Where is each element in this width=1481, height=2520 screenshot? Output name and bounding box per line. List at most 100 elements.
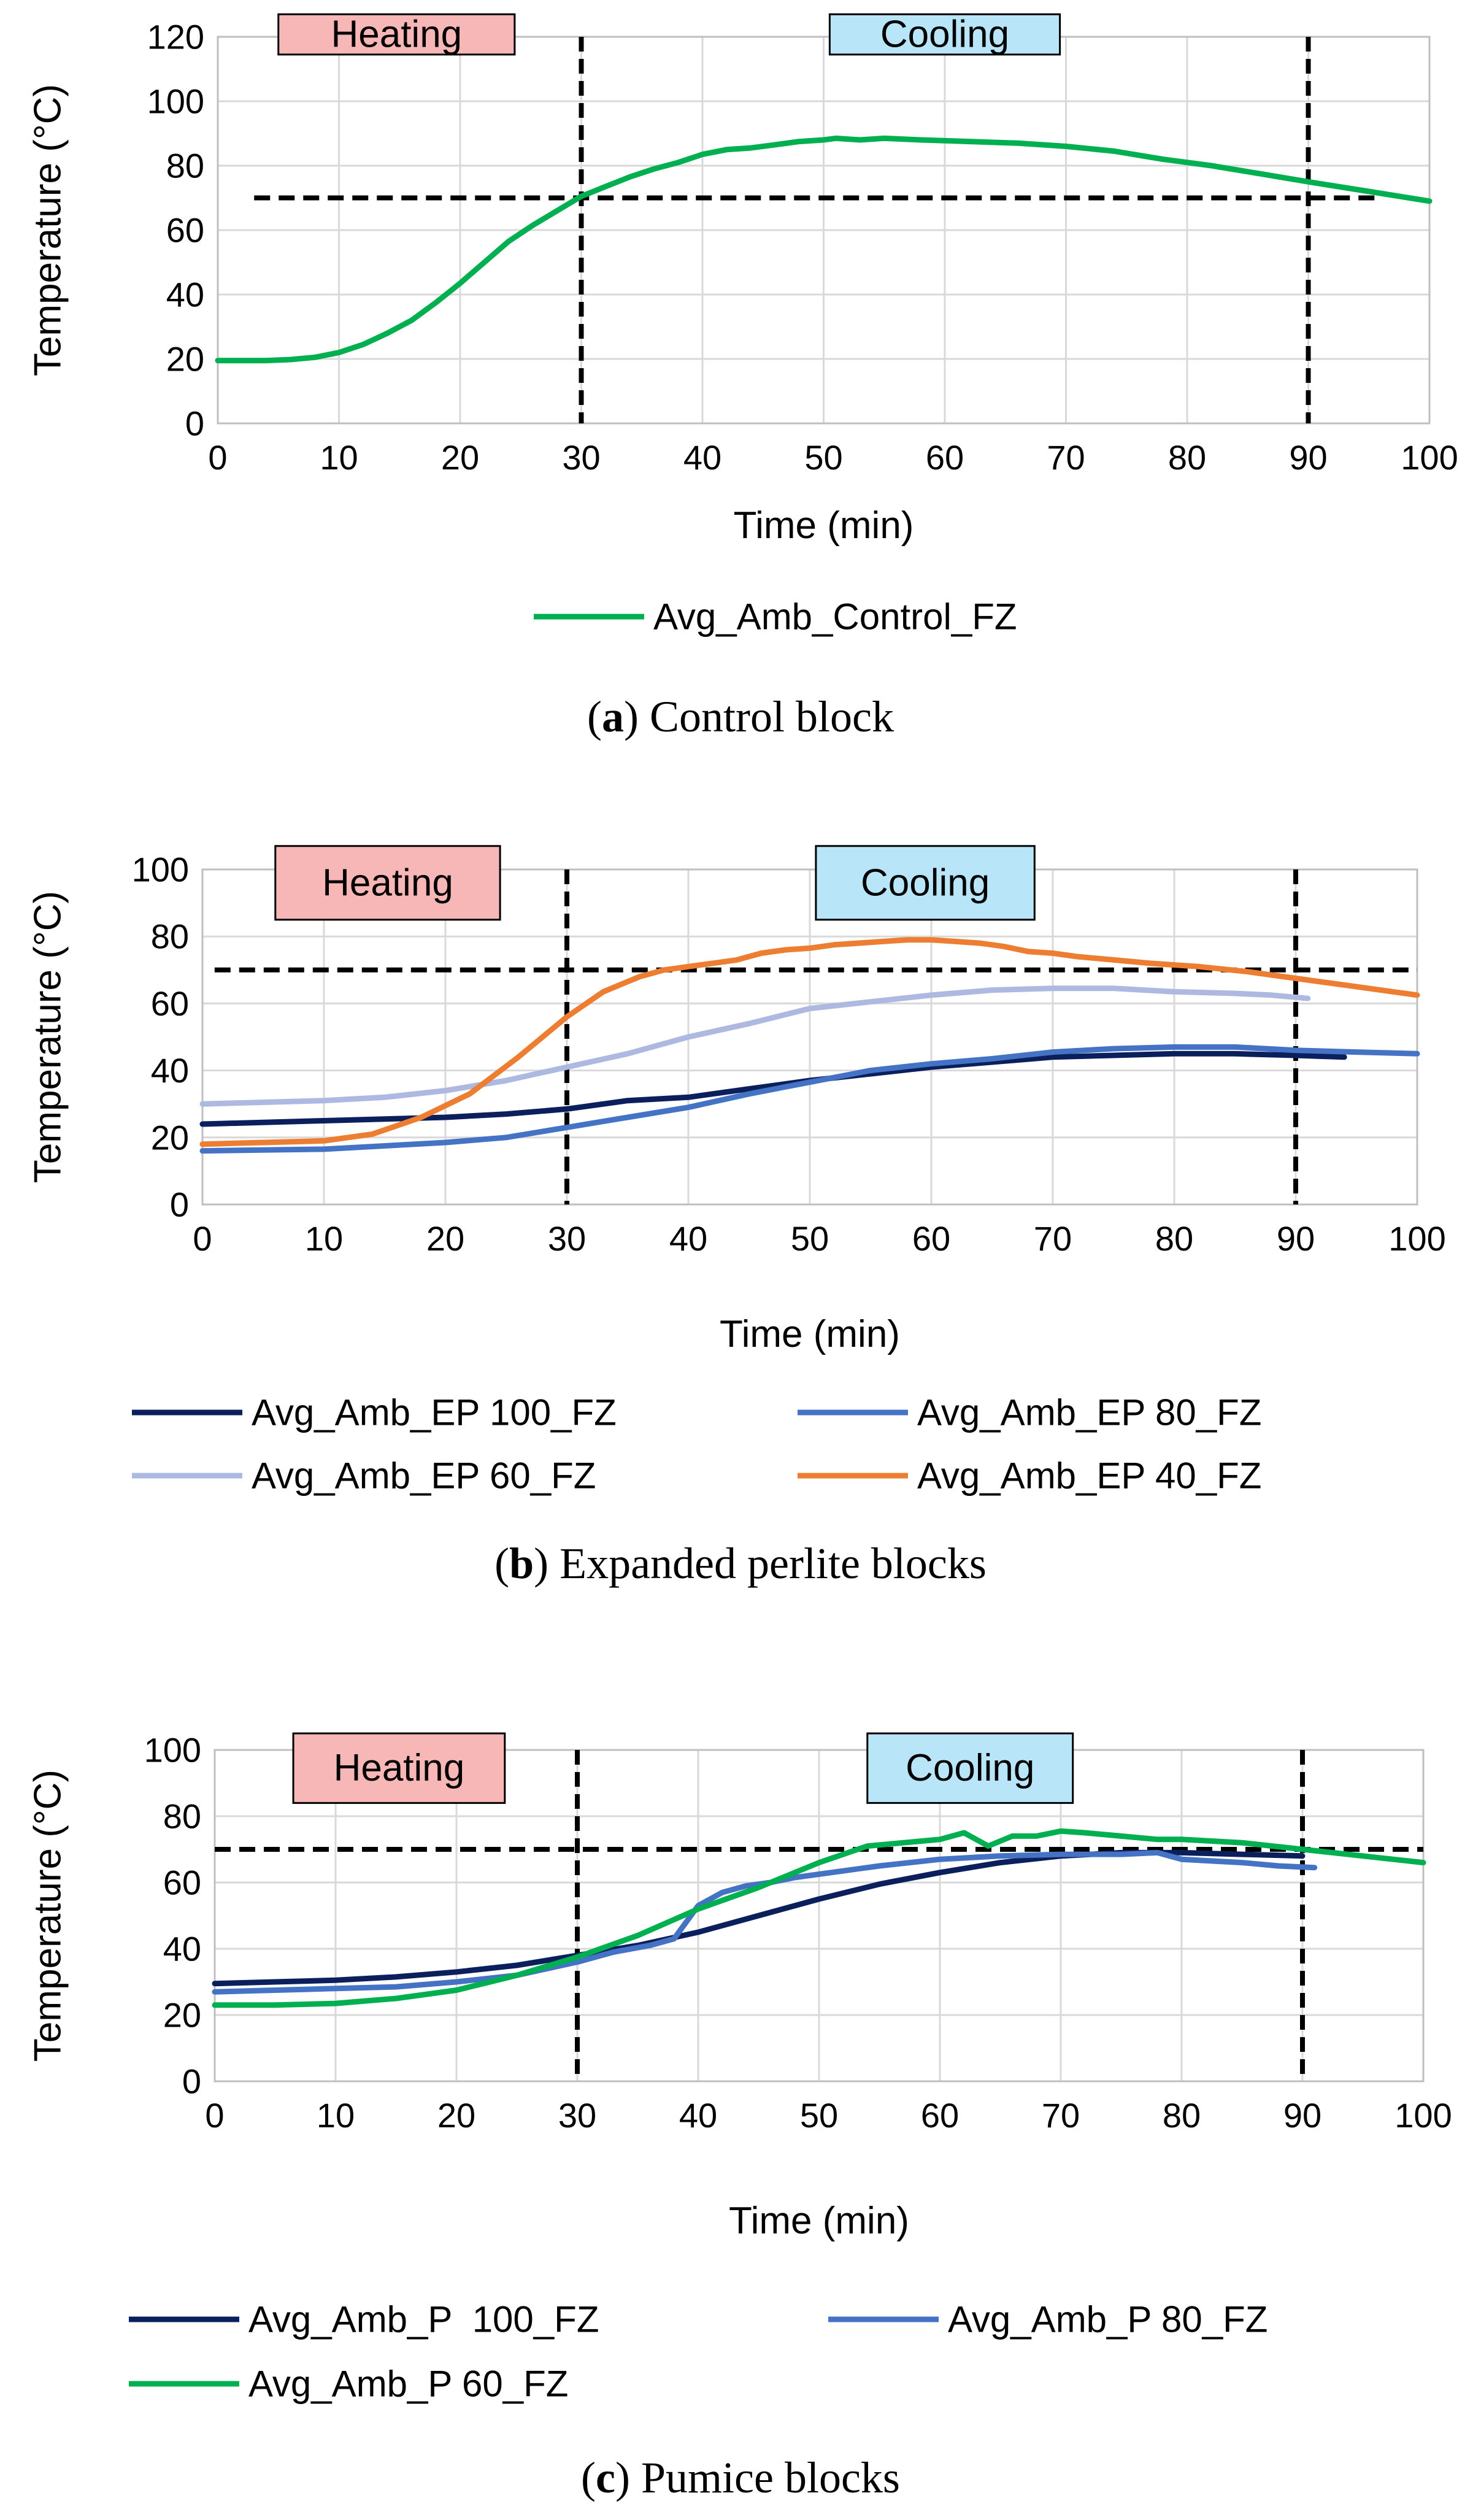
legend-label-b-0: Avg_Amb_EP 100_FZ: [252, 1392, 617, 1433]
legend-label-b-3: Avg_Amb_EP 40_FZ: [917, 1455, 1261, 1497]
x-tick-b-60: 60: [912, 1219, 950, 1258]
series-lines-b: [199, 937, 1420, 1154]
y-tick-b-0: 0: [170, 1185, 189, 1224]
legend-label-c-0: Avg_Amb_P 100_FZ: [248, 2299, 599, 2340]
caption-a-text: Control block: [639, 692, 894, 741]
y-tick-a-40: 40: [166, 276, 204, 314]
x-tick-b-100: 100: [1388, 1219, 1445, 1258]
x-tick-b-0: 0: [193, 1219, 212, 1258]
caption-b-open: (: [494, 1539, 509, 1588]
x-tick-b-90: 90: [1277, 1219, 1315, 1258]
heating-label-a: Heating: [331, 13, 462, 56]
panel-c: Heating Cooling 0 10 20 30 40 50 60 70 8…: [27, 1731, 1452, 2503]
x-axis-label-a: Time (min): [734, 504, 914, 547]
series-line-b-3: [199, 937, 1420, 1147]
x-tick-a-20: 20: [441, 438, 479, 477]
x-tick-a-50: 50: [804, 438, 842, 477]
phase-dividers-b: [564, 869, 1298, 1204]
x-tick-labels-b: 0 10 20 30 40 50 60 70 80 90 100: [193, 1219, 1445, 1258]
caption-b-close: ): [534, 1539, 548, 1588]
caption-c-text: Pumice blocks: [630, 2453, 900, 2502]
cooling-box-c: Cooling: [866, 1732, 1074, 1804]
x-tick-a-30: 30: [562, 438, 600, 477]
legend-item-b-2: Avg_Amb_EP 60_FZ: [132, 1455, 596, 1497]
y-tick-b-80: 80: [151, 917, 189, 956]
y-tick-b-40: 40: [151, 1051, 189, 1090]
plot-frame-c: [213, 1749, 1425, 2083]
x-tick-c-20: 20: [437, 2096, 475, 2135]
y-tick-a-100: 100: [147, 82, 204, 121]
y-tick-b-60: 60: [151, 984, 189, 1023]
caption-c: (c) Pumice blocks: [581, 2453, 900, 2502]
panel-b: Heating Cooling 0 10 20 30 40 50 60 70 8…: [27, 845, 1446, 1588]
caption-b-text: Expanded perlite blocks: [548, 1539, 987, 1588]
caption-a-open: (: [587, 692, 602, 741]
x-tick-c-90: 90: [1283, 2096, 1321, 2135]
cooling-box-a-rect: [828, 13, 1061, 56]
y-tick-labels-c: 0 20 40 60 80 100: [144, 1731, 201, 2101]
x-tick-c-0: 0: [205, 2096, 224, 2135]
x-tick-b-10: 10: [305, 1219, 343, 1258]
x-tick-c-50: 50: [800, 2096, 838, 2135]
legend-label-a-0: Avg_Amb_Control_FZ: [653, 596, 1017, 638]
series-lines-a: [215, 135, 1433, 364]
caption-c-letter: c: [596, 2453, 615, 2502]
x-tick-c-70: 70: [1042, 2096, 1080, 2135]
series-line-c-1: [212, 1849, 1318, 1995]
heating-box-a-rect: [277, 13, 516, 56]
plot-frame-b: [201, 868, 1418, 1206]
x-axis-label-b: Time (min): [720, 1313, 900, 1355]
x-tick-a-40: 40: [683, 438, 721, 477]
y-tick-c-80: 80: [163, 1797, 201, 1836]
legend-c: Avg_Amb_P 100_FZ Avg_Amb_P 80_FZ Avg_Amb…: [129, 2299, 1268, 2405]
heating-box-b: Heating: [274, 845, 501, 921]
x-tick-c-40: 40: [679, 2096, 717, 2135]
x-tick-c-30: 30: [558, 2096, 596, 2135]
y-axis-label-a: Temperature (°C): [27, 84, 69, 376]
phase-dividers-a: [579, 37, 1311, 423]
legend-item-c-2: Avg_Amb_P 60_FZ: [129, 2364, 568, 2405]
legend-label-c-1: Avg_Amb_P 80_FZ: [948, 2299, 1268, 2340]
legend-label-c-2: Avg_Amb_P 60_FZ: [248, 2364, 568, 2405]
x-tick-b-40: 40: [669, 1219, 707, 1258]
heating-box-a: Heating: [277, 13, 516, 56]
series-line-a-0: [215, 135, 1433, 364]
legend-item-b-1: Avg_Amb_EP 80_FZ: [798, 1392, 1261, 1433]
legend-item-b-0: Avg_Amb_EP 100_FZ: [132, 1392, 617, 1433]
x-tick-b-50: 50: [791, 1219, 829, 1258]
y-axis-label-c: Temperature (°C): [27, 1770, 69, 2062]
caption-a-close: ): [624, 692, 639, 741]
cooling-box-a: Cooling: [828, 13, 1061, 56]
y-tick-c-40: 40: [163, 1930, 201, 1968]
plot-frame-a: [217, 36, 1431, 425]
y-tick-a-120: 120: [147, 18, 204, 56]
heating-label-c: Heating: [334, 1747, 465, 1789]
y-tick-b-100: 100: [132, 850, 189, 889]
y-axis-label-b: Temperature (°C): [27, 891, 69, 1183]
caption-c-open: (: [581, 2453, 596, 2502]
phase-dividers-c: [575, 1750, 1305, 2081]
cooling-box-b-rect: [815, 845, 1036, 921]
caption-c-close: ): [615, 2453, 630, 2502]
x-tick-c-60: 60: [921, 2096, 959, 2135]
heating-box-c: Heating: [292, 1732, 506, 1804]
x-tick-c-10: 10: [317, 2096, 355, 2135]
y-tick-c-0: 0: [182, 2062, 201, 2101]
legend-label-b-2: Avg_Amb_EP 60_FZ: [252, 1455, 596, 1497]
y-tick-a-20: 20: [166, 340, 204, 379]
x-tick-b-70: 70: [1034, 1219, 1072, 1258]
x-tick-labels-a: 0 10 20 30 40 50 60 70 80 90 100: [208, 438, 1458, 477]
caption-b: (b) Expanded perlite blocks: [494, 1539, 987, 1588]
caption-a-letter: a: [602, 692, 624, 741]
x-tick-a-80: 80: [1168, 438, 1206, 477]
legend-item-b-3: Avg_Amb_EP 40_FZ: [798, 1455, 1261, 1497]
y-tick-b-20: 20: [151, 1118, 189, 1157]
series-line-b-2: [199, 985, 1311, 1107]
x-tick-b-20: 20: [426, 1219, 464, 1258]
x-tick-a-70: 70: [1047, 438, 1085, 477]
cooling-label-c: Cooling: [906, 1747, 1034, 1789]
y-tick-c-20: 20: [163, 1996, 201, 2035]
legend-item-a-0: Avg_Amb_Control_FZ: [534, 596, 1017, 638]
x-tick-labels-c: 0 10 20 30 40 50 60 70 80 90 100: [205, 2096, 1452, 2135]
